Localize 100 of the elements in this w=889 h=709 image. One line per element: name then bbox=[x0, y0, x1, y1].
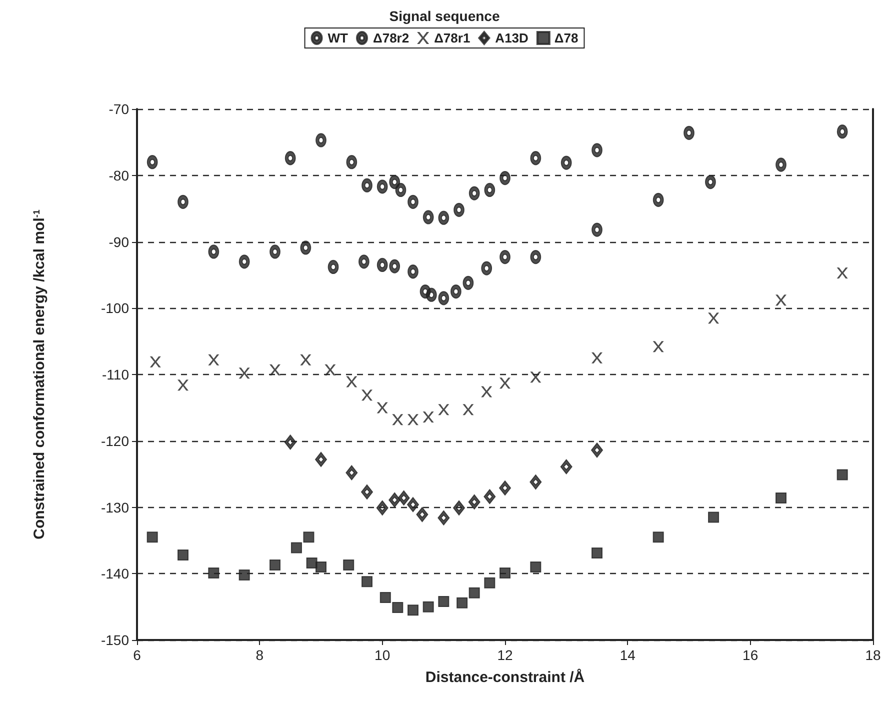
chart-title: Signal sequence bbox=[389, 8, 500, 24]
point bbox=[303, 532, 314, 543]
y-axis-title: Constrained conformational energy /kcal mol-1 bbox=[31, 210, 48, 540]
x-tick-label: 6 bbox=[133, 647, 142, 663]
legend-label: Δ78r1 bbox=[434, 30, 470, 46]
point bbox=[407, 497, 419, 512]
x-tick-label: 18 bbox=[865, 647, 881, 663]
point bbox=[836, 124, 848, 139]
point bbox=[146, 532, 158, 543]
point bbox=[208, 567, 220, 578]
point bbox=[346, 155, 358, 170]
point bbox=[376, 258, 388, 272]
point bbox=[389, 259, 400, 274]
point bbox=[652, 341, 664, 352]
x-tick-label: 10 bbox=[374, 647, 390, 663]
point bbox=[408, 604, 418, 616]
point bbox=[468, 494, 480, 510]
point bbox=[462, 404, 474, 416]
point bbox=[456, 597, 468, 608]
point bbox=[530, 561, 542, 572]
point bbox=[684, 126, 694, 140]
x-axis-title: Distance-constraint /Å bbox=[425, 668, 585, 686]
point bbox=[500, 567, 510, 578]
point bbox=[316, 561, 326, 572]
point bbox=[652, 192, 664, 207]
point bbox=[592, 352, 602, 364]
point bbox=[270, 244, 280, 259]
point bbox=[454, 202, 464, 217]
y-tick-label: -140 bbox=[100, 566, 130, 582]
point bbox=[530, 474, 542, 490]
y-tick-label: -70 bbox=[108, 101, 130, 117]
point bbox=[376, 402, 388, 414]
point bbox=[146, 155, 158, 170]
point bbox=[178, 194, 188, 209]
point bbox=[484, 489, 496, 504]
point bbox=[484, 577, 496, 588]
point bbox=[776, 492, 786, 504]
legend-label: WT bbox=[328, 30, 348, 46]
point bbox=[500, 378, 510, 389]
point bbox=[484, 182, 496, 197]
x-tick-label: 12 bbox=[497, 647, 513, 663]
y-tick-label: -110 bbox=[102, 366, 130, 382]
point bbox=[388, 492, 401, 508]
point bbox=[398, 490, 410, 506]
point bbox=[426, 288, 437, 302]
point bbox=[438, 404, 450, 416]
point bbox=[361, 484, 373, 500]
y-tick-label: -120 bbox=[100, 432, 130, 449]
point bbox=[530, 151, 542, 166]
point bbox=[315, 452, 327, 467]
point bbox=[290, 542, 302, 554]
point bbox=[530, 250, 542, 264]
point bbox=[708, 512, 720, 523]
y-tick-label: -90 bbox=[108, 234, 130, 250]
point bbox=[453, 500, 465, 516]
point bbox=[300, 240, 312, 255]
point bbox=[238, 569, 250, 580]
point bbox=[392, 602, 404, 613]
point bbox=[284, 434, 296, 450]
point bbox=[481, 261, 492, 276]
point bbox=[560, 459, 572, 474]
x-tick-label: 16 bbox=[742, 647, 758, 663]
point bbox=[462, 276, 474, 290]
point bbox=[708, 312, 720, 324]
point bbox=[530, 372, 542, 383]
y-tick-label: -150 bbox=[100, 632, 130, 648]
point bbox=[438, 291, 450, 306]
point bbox=[468, 186, 480, 200]
point bbox=[343, 559, 354, 570]
y-tick-label: -130 bbox=[100, 499, 130, 516]
point bbox=[362, 390, 372, 401]
point bbox=[500, 171, 510, 186]
point bbox=[652, 532, 664, 543]
point bbox=[238, 254, 250, 269]
legend-label: A13D bbox=[495, 30, 528, 46]
point bbox=[178, 550, 188, 561]
point bbox=[376, 500, 388, 516]
point bbox=[416, 507, 428, 522]
point bbox=[362, 576, 372, 588]
point bbox=[450, 284, 462, 299]
point bbox=[316, 133, 326, 148]
point bbox=[208, 354, 220, 366]
point bbox=[592, 222, 602, 237]
point bbox=[560, 156, 572, 170]
y-tick-label: -100 bbox=[100, 300, 130, 316]
legend-label: Δ78r2 bbox=[372, 30, 410, 46]
point bbox=[324, 364, 336, 376]
point bbox=[704, 175, 716, 190]
point bbox=[208, 244, 220, 259]
point bbox=[376, 180, 388, 194]
point bbox=[422, 210, 434, 224]
point bbox=[380, 592, 391, 604]
point bbox=[500, 250, 510, 264]
point bbox=[422, 601, 434, 612]
point bbox=[438, 510, 450, 526]
x-tick-label: 8 bbox=[256, 647, 264, 663]
point bbox=[499, 480, 511, 496]
point bbox=[592, 548, 602, 559]
point bbox=[300, 354, 312, 366]
y-tick-label: -80 bbox=[108, 167, 130, 184]
